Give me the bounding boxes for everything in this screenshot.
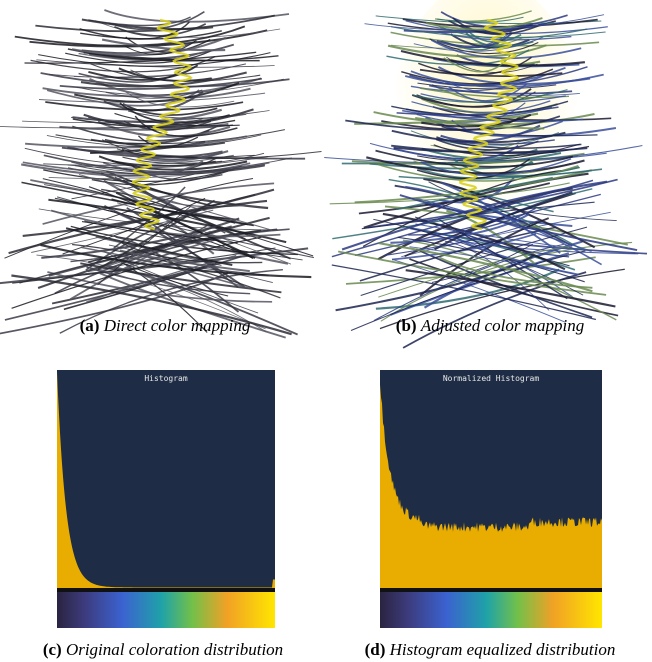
caption-text: Original coloration distribution [66,640,283,659]
figure: Histogram Normalized Histogram (a) Direc… [0,0,652,662]
caption-label: (d) [365,640,386,659]
histogram-c [57,370,275,628]
caption-label: (a) [80,316,100,335]
caption: (b) Adjusted color mapping [396,316,584,335]
histogram-title: Normalized Histogram [443,374,540,383]
histogram-title: Histogram [144,374,188,383]
figure-canvas: Histogram Normalized Histogram (a) Direc… [0,0,652,662]
caption: (d) Histogram equalized distribution [365,640,616,659]
caption: (a) Direct color mapping [80,316,251,335]
streamline-image-b [324,0,647,348]
histogram-d [380,370,602,628]
caption-label: (c) [43,640,62,659]
caption-text: Adjusted color mapping [420,316,584,335]
caption: (c) Original coloration distribution [43,640,283,659]
caption-label: (b) [396,316,417,335]
caption-text: Histogram equalized distribution [389,640,616,659]
caption-text: Direct color mapping [103,316,251,335]
streamline-image-a [0,0,322,338]
